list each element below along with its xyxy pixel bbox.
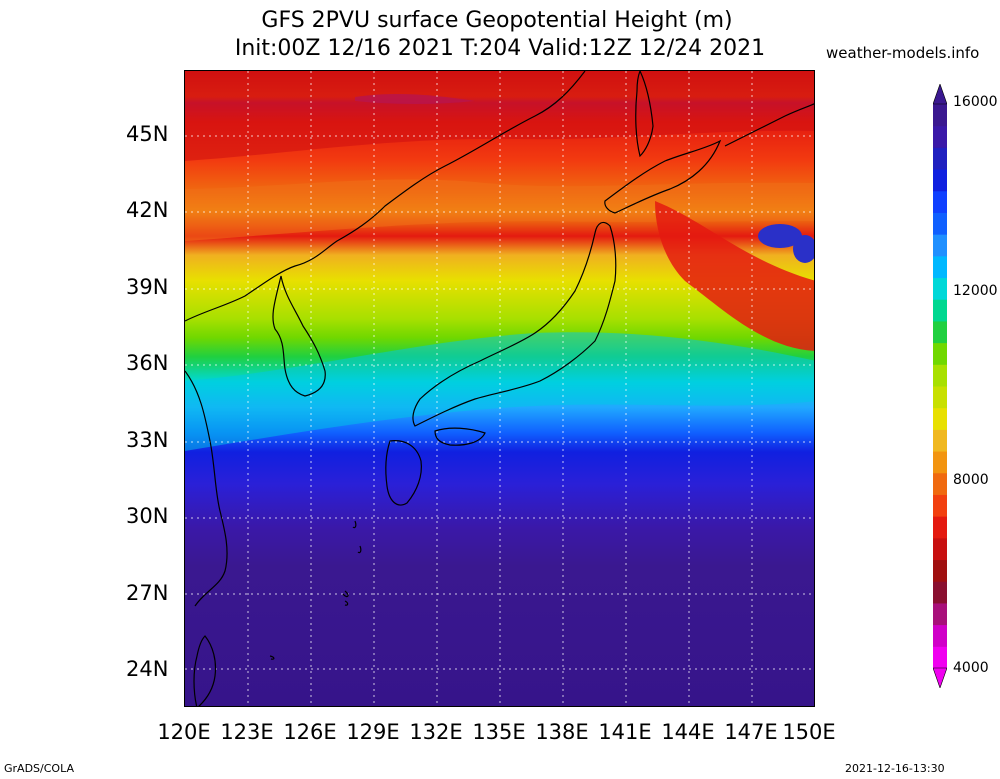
cyan-band [185, 332, 814, 451]
magenta-streak [355, 94, 475, 104]
lon-label-135e: 135E [472, 720, 526, 744]
colorbar-segment [933, 407, 947, 430]
blue-anomaly [758, 224, 802, 248]
colorbar-segment [933, 342, 947, 365]
colorbar-label-4000: 4000 [953, 660, 989, 676]
colorbar-segment [933, 386, 947, 409]
map-panel [184, 70, 815, 707]
colorbar-label-16000: 16000 [953, 94, 998, 110]
colorbar-bottom-arrow [933, 667, 947, 688]
colorbar-segment [933, 537, 947, 561]
colorbar-segment [933, 494, 947, 517]
lat-label-30n: 30N [126, 504, 169, 528]
map-field [185, 71, 814, 706]
colorbar-segment [933, 646, 947, 669]
colorbar-segment [933, 125, 947, 148]
colorbar-segment [933, 147, 947, 170]
colorbar-segment [933, 516, 947, 539]
lat-label-45n: 45N [126, 122, 169, 146]
colorbar-segment [933, 234, 947, 257]
lon-label-147e: 147E [724, 720, 778, 744]
lon-label-141e: 141E [598, 720, 652, 744]
colorbar-segment [933, 255, 947, 279]
colorbar-segment [933, 364, 947, 387]
lon-label-132e: 132E [409, 720, 463, 744]
map-subtitle: Init:00Z 12/16 2021 T:204 Valid:12Z 12/2… [234, 36, 766, 61]
lat-label-36n: 36N [126, 351, 169, 375]
colorbar-segment [933, 624, 947, 647]
lat-label-42n: 42N [126, 198, 169, 222]
colorbar-segment [933, 299, 947, 322]
site-credit: weather-models.info [826, 44, 980, 62]
coastlines [185, 71, 814, 706]
east-red-intrusion [655, 201, 814, 351]
graticule [185, 71, 814, 706]
lat-label-33n: 33N [126, 428, 169, 452]
colorbar-segment [933, 169, 947, 192]
lon-label-126e: 126E [283, 720, 337, 744]
lat-label-27n: 27N [126, 581, 169, 605]
lat-label-39n: 39N [126, 275, 169, 299]
colorbar-segment [933, 559, 947, 582]
colorbar-segment [933, 277, 947, 300]
upper-red-band [185, 71, 814, 161]
lon-label-150e: 150E [782, 720, 836, 744]
colorbar-segment [933, 104, 947, 127]
colorbar-segment [933, 320, 947, 344]
colorbar [933, 84, 947, 688]
footer-timestamp: 2021-12-16-13:30 [845, 762, 945, 775]
colorbar-label-8000: 8000 [953, 472, 989, 488]
footer-left: GrADS/COLA [4, 762, 74, 775]
colorbar-segment [933, 212, 947, 235]
colorbar-segment [933, 602, 947, 626]
colorbar-segment [933, 472, 947, 495]
colorbar-segment [933, 581, 947, 604]
colorbar-label-12000: 12000 [953, 283, 998, 299]
colorbar-segment [933, 190, 947, 213]
colorbar-top-arrow [933, 84, 947, 105]
lon-label-144e: 144E [661, 720, 715, 744]
lon-label-129e: 129E [346, 720, 400, 744]
colorbar-segment [933, 451, 947, 474]
lon-label-138e: 138E [535, 720, 589, 744]
lon-label-123e: 123E [220, 720, 274, 744]
lat-label-24n: 24N [126, 657, 169, 681]
blue-anomaly-2 [793, 235, 814, 263]
colorbar-segment [933, 429, 947, 452]
map-title: GFS 2PVU surface Geopotential Height (m) [261, 8, 733, 33]
lon-label-120e: 120E [157, 720, 211, 744]
